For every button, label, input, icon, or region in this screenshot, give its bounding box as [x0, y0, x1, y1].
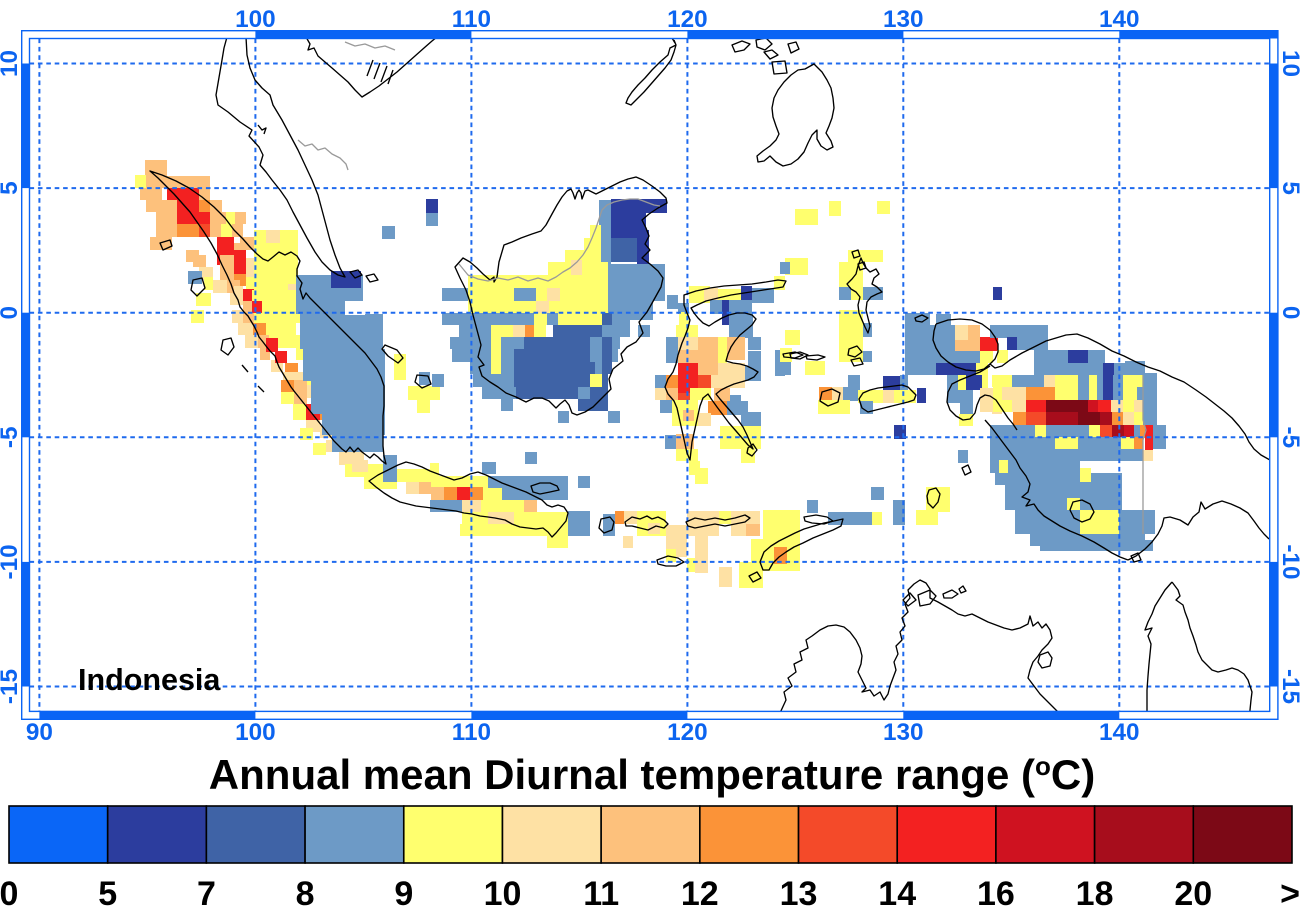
svg-text:-5: -5 — [0, 426, 23, 448]
svg-text:9: 9 — [394, 875, 413, 913]
svg-text:110: 110 — [452, 719, 491, 746]
svg-text:0: 0 — [1277, 306, 1300, 320]
svg-text:100: 100 — [235, 719, 276, 746]
svg-text:13: 13 — [780, 875, 818, 913]
svg-text:12: 12 — [681, 875, 719, 913]
svg-text:-15: -15 — [0, 669, 23, 704]
svg-text:5: 5 — [1277, 181, 1300, 195]
svg-text:10: 10 — [1277, 50, 1300, 77]
svg-text:7: 7 — [197, 875, 216, 913]
svg-text:0: 0 — [0, 306, 23, 320]
svg-text:>: > — [1280, 875, 1300, 913]
svg-text:140: 140 — [1099, 719, 1140, 746]
svg-text:Annual mean Diurnal temperatur: Annual mean Diurnal temperature range (o… — [209, 751, 1095, 798]
svg-text:140: 140 — [1099, 6, 1140, 33]
svg-text:110: 110 — [452, 6, 491, 33]
svg-text:130: 130 — [883, 719, 924, 746]
svg-text:18: 18 — [1076, 875, 1114, 913]
svg-text:-5: -5 — [1277, 426, 1300, 448]
svg-text:5: 5 — [98, 875, 117, 913]
svg-text:130: 130 — [883, 6, 924, 33]
svg-text:14: 14 — [878, 875, 916, 913]
svg-text:8: 8 — [296, 875, 315, 913]
svg-text:16: 16 — [977, 875, 1015, 913]
svg-text:5: 5 — [0, 181, 23, 195]
svg-text:-10: -10 — [1277, 544, 1300, 579]
svg-text:11: 11 — [583, 875, 619, 913]
svg-text:0: 0 — [0, 875, 18, 913]
svg-text:120: 120 — [667, 719, 708, 746]
svg-text:Indonesia: Indonesia — [78, 663, 221, 697]
svg-text:90: 90 — [26, 719, 53, 746]
svg-text:10: 10 — [484, 875, 522, 913]
svg-text:120: 120 — [667, 6, 708, 33]
svg-text:10: 10 — [0, 50, 23, 77]
svg-text:-15: -15 — [1277, 669, 1300, 704]
svg-text:20: 20 — [1174, 875, 1212, 913]
svg-text:-10: -10 — [0, 544, 23, 579]
svg-text:100: 100 — [235, 6, 276, 33]
